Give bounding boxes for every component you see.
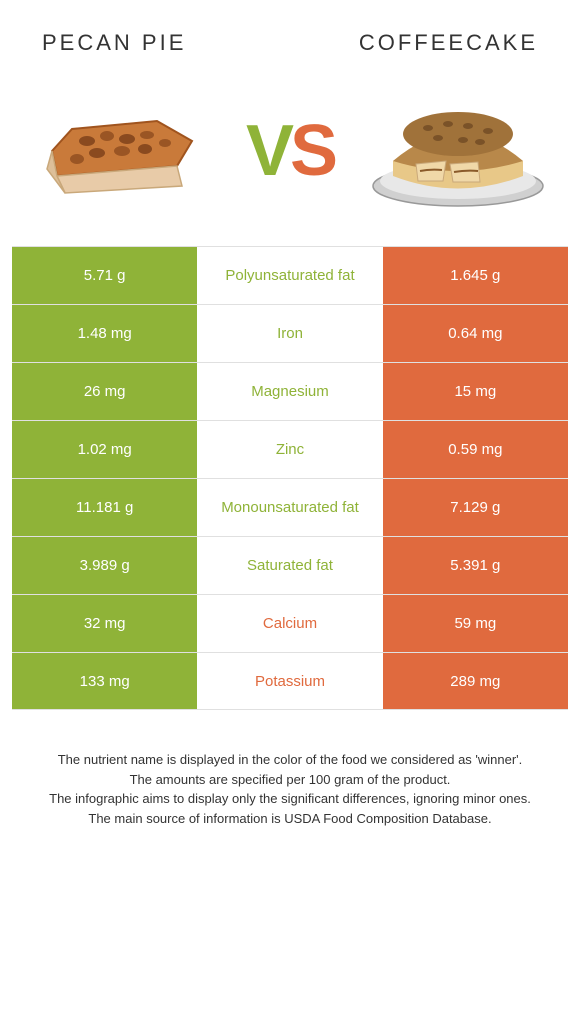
footnote-line: The main source of information is USDA F… (32, 809, 548, 829)
vs-label: VS (246, 110, 334, 192)
table-row: 1.02 mgZinc0.59 mg (12, 420, 568, 478)
right-value-cell: 15 mg (383, 363, 568, 420)
left-value-cell: 26 mg (12, 363, 197, 420)
right-value-cell: 289 mg (383, 653, 568, 709)
images-row: VS (12, 76, 568, 246)
table-row: 1.48 mgIron0.64 mg (12, 304, 568, 362)
right-value-cell: 1.645 g (383, 247, 568, 304)
header-row: Pecan pie Coffeecake (12, 0, 568, 76)
coffeecake-icon (368, 86, 548, 216)
nutrient-label-cell: Iron (197, 305, 382, 362)
table-row: 5.71 gPolyunsaturated fat1.645 g (12, 246, 568, 304)
footnote-line: The amounts are specified per 100 gram o… (32, 770, 548, 790)
pecan-pie-image (32, 86, 212, 216)
table-row: 3.989 gSaturated fat5.391 g (12, 536, 568, 594)
vs-s-letter: S (290, 111, 334, 191)
coffeecake-image (368, 86, 548, 216)
nutrient-label-cell: Potassium (197, 653, 382, 709)
nutrient-label-cell: Zinc (197, 421, 382, 478)
pecan-pie-icon (37, 91, 207, 211)
left-value-cell: 133 mg (12, 653, 197, 709)
nutrient-label-cell: Polyunsaturated fat (197, 247, 382, 304)
table-row: 32 mgCalcium59 mg (12, 594, 568, 652)
left-value-cell: 11.181 g (12, 479, 197, 536)
right-value-cell: 7.129 g (383, 479, 568, 536)
nutrient-label-cell: Calcium (197, 595, 382, 652)
table-row: 26 mgMagnesium15 mg (12, 362, 568, 420)
nutrient-label-cell: Saturated fat (197, 537, 382, 594)
comparison-table: 5.71 gPolyunsaturated fat1.645 g1.48 mgI… (12, 246, 568, 710)
table-row: 133 mgPotassium289 mg (12, 652, 568, 710)
left-value-cell: 1.48 mg (12, 305, 197, 362)
footnote-line: The nutrient name is displayed in the co… (32, 750, 548, 770)
footnote-block: The nutrient name is displayed in the co… (12, 750, 568, 828)
right-food-title: Coffeecake (359, 30, 538, 56)
left-food-title: Pecan pie (42, 30, 186, 56)
right-value-cell: 0.59 mg (383, 421, 568, 478)
footnote-line: The infographic aims to display only the… (32, 789, 548, 809)
infographic-container: Pecan pie Coffeecake VS (0, 0, 580, 828)
vs-v-letter: V (246, 111, 290, 191)
left-value-cell: 3.989 g (12, 537, 197, 594)
table-row: 11.181 gMonounsaturated fat7.129 g (12, 478, 568, 536)
left-value-cell: 1.02 mg (12, 421, 197, 478)
left-value-cell: 32 mg (12, 595, 197, 652)
left-value-cell: 5.71 g (12, 247, 197, 304)
right-value-cell: 0.64 mg (383, 305, 568, 362)
nutrient-label-cell: Monounsaturated fat (197, 479, 382, 536)
right-value-cell: 59 mg (383, 595, 568, 652)
right-value-cell: 5.391 g (383, 537, 568, 594)
nutrient-label-cell: Magnesium (197, 363, 382, 420)
